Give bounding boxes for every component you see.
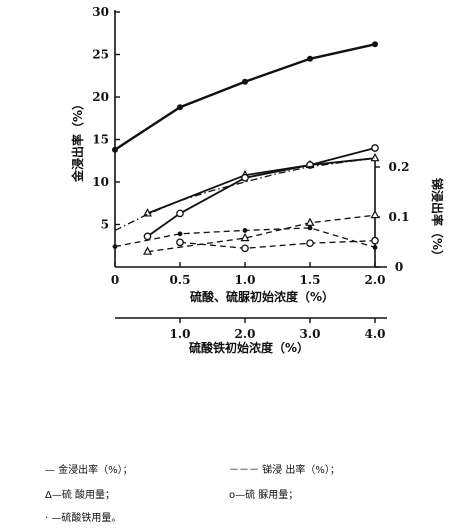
data-point-dot [307,55,313,62]
x-axis-label-top: 硫酸、硫脲初始浓度（%） [190,289,334,304]
series-3 [143,144,379,241]
series-6-line [179,240,376,249]
x-top-tick-label: 1.0 [235,273,256,287]
chart-axes [114,10,387,319]
data-point-dot [372,41,378,48]
data-point-triangle [305,217,315,226]
x-bottom-tick-label: 3.0 [300,327,321,341]
y-left-tick-label: 5 [101,218,109,232]
data-point-triangle [370,209,380,219]
x-top-tick-label: 0.5 [170,273,191,287]
series-4 [114,157,376,231]
y-right-tick-label: 0.1 [389,210,410,224]
data-point-dot [177,104,183,111]
y-left-tick-label: 30 [92,5,109,19]
data-point-circle [143,232,152,241]
y-left-tick-label: 15 [92,133,109,147]
x-top-tick-label: 0 [111,273,119,287]
data-point-circle [241,173,249,182]
y-right-tick-label: 0 [395,260,403,274]
y-axis-label-left: 金浸出率（%） [70,98,85,183]
x-axis-label-bottom: 硫酸铁初始浓度（%） [189,340,309,355]
series-1 [112,41,378,153]
data-point-dot [112,146,118,153]
data-point-dot [307,225,313,231]
tick-labels: 5 10 15 20 25 30 0 0.5 1.0 1.5 2.0 0 0.1 0.2 1.0 2.0 3.0… [92,5,409,341]
series-7 [112,225,378,250]
legend-sb-leach: －－－ 锑浸 出率（%）； [229,465,340,476]
x-bottom-tick-label: 1.0 [170,327,191,341]
data-point-dot [242,228,248,233]
series-5-line [147,214,376,253]
y-left-tick-label: 10 [92,175,109,189]
legend-acid-use: Δ—硫 酸用量； [45,490,116,501]
data-point-dot [112,244,118,250]
legend-gold-leach: — 金浸出率（%）； [45,465,133,476]
data-point-triangle [240,232,250,242]
data-point-triangle [142,246,153,255]
data-point-dot [242,78,248,85]
data-point-circle [241,244,249,253]
series-2 [142,152,380,217]
data-point-dot [177,231,183,237]
x-bottom-tick-label: 4.0 [365,327,386,341]
data-point-circle [176,209,184,218]
series-layer [112,41,380,255]
series-4-line [114,157,376,231]
legend-ferric-use: · —硫酸铁用量。 [45,513,122,524]
data-point-circle [371,236,379,245]
y-left-tick-label: 20 [92,90,109,104]
data-point-dot [372,245,378,250]
y-left-tick-label: 25 [92,48,109,62]
x-top-tick-label: 2.0 [365,273,386,287]
x-bottom-tick-label: 2.0 [235,327,256,341]
y-axis-label-right: 锑浸出率（%） [430,177,445,262]
series-6 [176,236,379,253]
data-point-triangle [142,208,153,217]
series-2-line [147,157,376,215]
legend-thiourea-use: o—硫 脲用量； [229,490,299,501]
series-5 [142,209,380,255]
x-top-tick-label: 1.5 [300,273,321,287]
data-point-circle [371,144,379,152]
data-point-circle [176,238,184,247]
data-point-circle [306,239,314,248]
data-point-triangle [370,152,380,162]
y-right-tick-label: 0.2 [389,160,410,174]
series-1-line [114,43,376,151]
tick-marks [114,11,380,323]
